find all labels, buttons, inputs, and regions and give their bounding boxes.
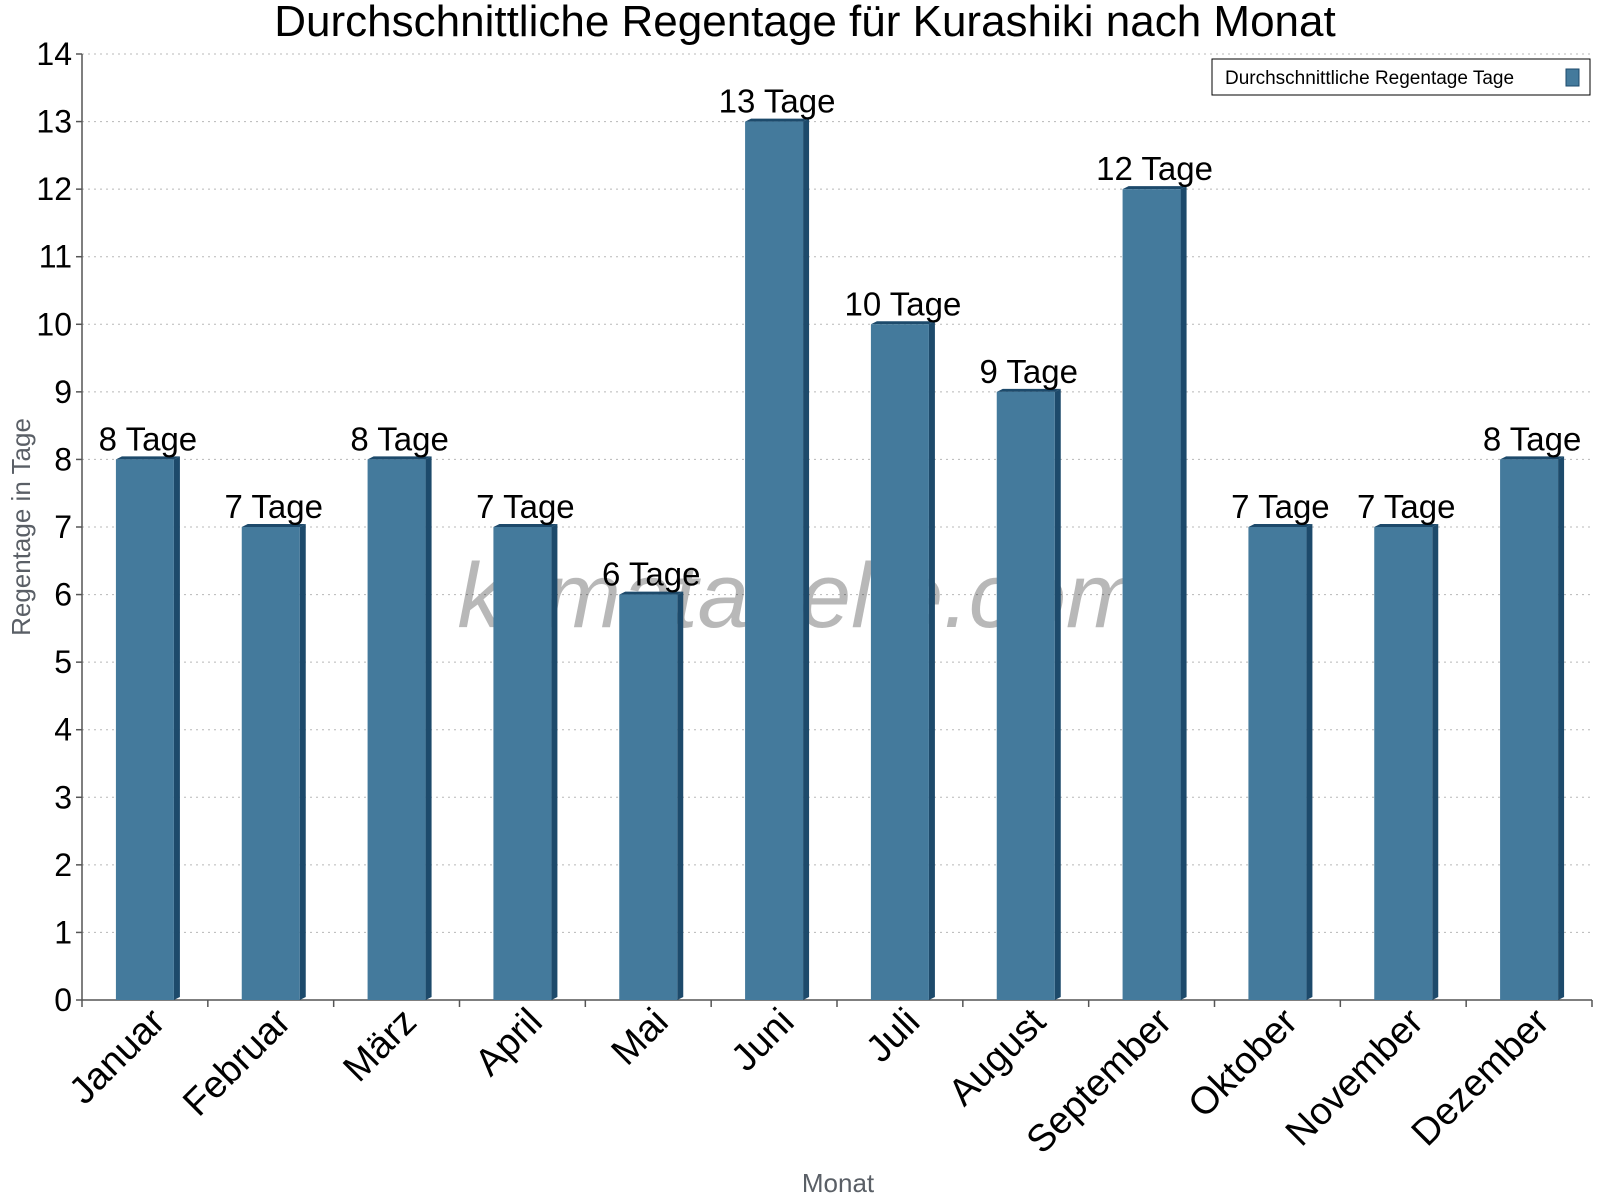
x-tick-label: März bbox=[336, 1001, 425, 1090]
data-label: 12 Tage bbox=[1096, 150, 1213, 187]
data-label: 7 Tage bbox=[476, 488, 574, 525]
x-tick-label: Dezember bbox=[1404, 1000, 1558, 1154]
data-label: 8 Tage bbox=[1483, 420, 1581, 457]
x-tick-label: Februar bbox=[175, 1000, 299, 1124]
bar-top bbox=[619, 591, 684, 595]
bar-top bbox=[870, 321, 935, 325]
bar-top bbox=[115, 456, 180, 460]
bar-side bbox=[425, 456, 432, 1000]
legend-swatch bbox=[1565, 68, 1580, 87]
bar-side bbox=[1558, 456, 1565, 1000]
bar-11 bbox=[1374, 527, 1433, 1000]
bar-side bbox=[1180, 186, 1187, 1001]
bar-7 bbox=[870, 324, 929, 1000]
y-axis-title: Regentage in Tage bbox=[6, 418, 36, 636]
x-tick-label: Oktober bbox=[1181, 1000, 1307, 1126]
x-tick-label: August bbox=[941, 1000, 1055, 1114]
bar-side bbox=[1432, 524, 1439, 1000]
bar-side bbox=[928, 321, 935, 1000]
bar-side bbox=[551, 524, 558, 1000]
data-label: 7 Tage bbox=[1231, 488, 1329, 525]
bar-8 bbox=[996, 391, 1055, 1000]
legend-label: Durchschnittliche Regentage Tage bbox=[1225, 68, 1514, 89]
data-label: 8 Tage bbox=[99, 420, 197, 457]
data-label: 10 Tage bbox=[844, 285, 961, 322]
bar-9 bbox=[1122, 189, 1181, 1001]
bar-top bbox=[1122, 186, 1187, 190]
bar-top bbox=[1500, 456, 1565, 460]
bar-10 bbox=[1248, 527, 1307, 1000]
y-tick-label: 7 bbox=[54, 509, 72, 545]
bar-side bbox=[1054, 388, 1061, 1000]
y-tick-label: 3 bbox=[54, 779, 72, 815]
y-tick-label: 14 bbox=[36, 36, 72, 72]
data-label: 7 Tage bbox=[1357, 488, 1455, 525]
x-tick-label: April bbox=[467, 1001, 550, 1084]
bar-top bbox=[996, 388, 1061, 392]
legend: Durchschnittliche Regentage Tage bbox=[1211, 58, 1591, 96]
bar-side bbox=[173, 456, 180, 1000]
bar-top bbox=[367, 456, 432, 460]
bar-3 bbox=[367, 459, 426, 1000]
data-labels: 8 Tage 7 Tage 8 Tage 7 Tage 6 Tage 13 Tage 10 … bbox=[99, 83, 1582, 593]
bar-4 bbox=[493, 527, 552, 1000]
y-tick-label: 10 bbox=[36, 306, 72, 342]
y-tick-label: 9 bbox=[54, 374, 72, 410]
y-tick-label: 1 bbox=[54, 914, 72, 950]
bar-top bbox=[1248, 524, 1313, 527]
x-tick-label: Januar bbox=[61, 1000, 173, 1112]
x-tick-label: Juli bbox=[858, 1001, 928, 1071]
bar-side bbox=[299, 524, 306, 1000]
bar-top bbox=[493, 524, 558, 527]
bar-6 bbox=[745, 121, 804, 1001]
x-axis-title: Monat bbox=[802, 1168, 875, 1198]
x-tick-label: November bbox=[1278, 1000, 1432, 1154]
bar-12 bbox=[1500, 459, 1559, 1000]
y-tick-label: 11 bbox=[39, 239, 72, 275]
y-tick-label: 6 bbox=[54, 577, 72, 613]
y-tick-label: 5 bbox=[54, 644, 72, 680]
x-tick-label: Mai bbox=[604, 1001, 677, 1074]
y-tick-label: 4 bbox=[54, 712, 72, 748]
bar-5 bbox=[619, 594, 678, 1000]
legend-box bbox=[1211, 58, 1591, 96]
data-label: 8 Tage bbox=[350, 420, 448, 457]
bar-top bbox=[1374, 524, 1439, 527]
data-label: 9 Tage bbox=[980, 353, 1078, 390]
y-tick-label: 13 bbox=[36, 104, 72, 140]
data-label: 13 Tage bbox=[719, 83, 836, 120]
y-tick-label: 12 bbox=[36, 171, 72, 207]
bar-side bbox=[1306, 524, 1313, 1000]
bars bbox=[115, 118, 1565, 1001]
bar-side bbox=[803, 118, 810, 1001]
bar-2 bbox=[241, 527, 300, 1000]
y-tick-label: 2 bbox=[54, 847, 72, 883]
y-tick-label: 0 bbox=[54, 982, 72, 1018]
bar-side bbox=[677, 591, 684, 1000]
data-label: 7 Tage bbox=[225, 488, 323, 525]
bar-top bbox=[745, 118, 810, 122]
y-tick-label: 8 bbox=[54, 441, 72, 477]
bar-top bbox=[241, 524, 306, 527]
x-tick-label: Juni bbox=[723, 1001, 802, 1080]
chart-title: Durchschnittliche Regentage für Kurashik… bbox=[274, 0, 1335, 46]
bar-1 bbox=[115, 459, 174, 1000]
data-label: 6 Tage bbox=[602, 556, 700, 593]
